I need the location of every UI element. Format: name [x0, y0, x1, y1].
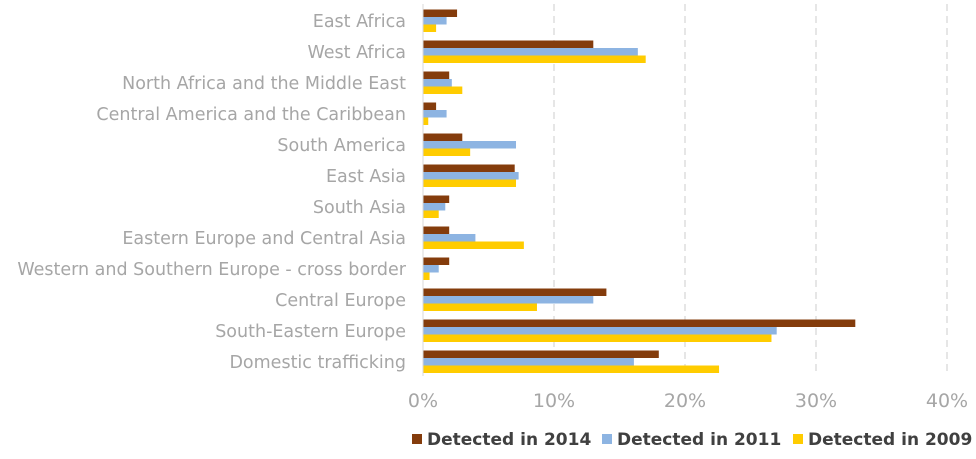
- category-labels: East Africa West Africa North Africa and t…: [17, 12, 406, 373]
- bar-east-africa-detected-in-2014: [423, 9, 458, 17]
- category-label: West Africa: [308, 43, 407, 63]
- legend-swatch-2: [793, 434, 803, 444]
- legend: Detected in 2014 Detected in 2011 Detected…: [412, 430, 972, 450]
- bar-domestic-trafficking-detected-in-2014: [423, 350, 659, 358]
- legend-swatch-1: [602, 434, 612, 444]
- bar-east-africa-detected-in-2011: [423, 17, 447, 25]
- bar-south-eastern-europe-detected-in-2014: [423, 319, 856, 327]
- bar-north-africa-and-the-middle-east-detected-in-2009: [423, 86, 463, 94]
- category-label: Central America and the Caribbean: [96, 105, 406, 125]
- bar-south-america-detected-in-2011: [423, 141, 517, 149]
- category-label: Domestic trafficking: [229, 353, 406, 373]
- category-label: South Asia: [313, 198, 406, 218]
- bar-eastern-europe-and-central-asia-detected-in-2009: [423, 241, 524, 249]
- bar-central-america-and-the-caribbean-detected-in-2009: [423, 117, 429, 125]
- category-label: East Africa: [313, 12, 406, 32]
- bar-western-and-southern-europe-cross-border-detected-in-2011: [423, 265, 439, 273]
- legend-label: Detected in 2011: [617, 430, 781, 450]
- category-label: Western and Southern Europe - cross bord…: [17, 260, 406, 280]
- category-label: South America: [277, 136, 406, 156]
- bar-west-africa-detected-in-2011: [423, 48, 638, 56]
- bar-east-africa-detected-in-2009: [423, 24, 437, 32]
- bar-south-america-detected-in-2009: [423, 148, 471, 156]
- category-label: North Africa and the Middle East: [122, 74, 406, 94]
- bar-western-and-southern-europe-cross-border-detected-in-2014: [423, 257, 450, 265]
- x-tick-label: 10%: [533, 390, 575, 412]
- bar-north-africa-and-the-middle-east-detected-in-2011: [423, 79, 452, 87]
- bar-west-africa-detected-in-2009: [423, 55, 646, 63]
- bar-eastern-europe-and-central-asia-detected-in-2011: [423, 234, 476, 242]
- gridlines: [553, 4, 948, 376]
- bar-south-asia-detected-in-2011: [423, 203, 446, 211]
- legend-label: Detected in 2014: [427, 430, 591, 450]
- bar-eastern-europe-and-central-asia-detected-in-2014: [423, 226, 450, 234]
- bar-west-africa-detected-in-2014: [423, 40, 594, 48]
- category-label: East Asia: [326, 167, 406, 187]
- x-tick-labels: 0% 10% 20% 30% 40%: [408, 390, 968, 412]
- bar-south-america-detected-in-2014: [423, 133, 463, 141]
- bar-north-africa-and-the-middle-east-detected-in-2014: [423, 71, 450, 79]
- bar-east-asia-detected-in-2011: [423, 172, 519, 180]
- bar-south-eastern-europe-detected-in-2009: [423, 334, 772, 342]
- x-tick-label: 0%: [408, 390, 438, 412]
- x-tick-label: 40%: [926, 390, 968, 412]
- bar-south-asia-detected-in-2009: [423, 210, 439, 218]
- bar-south-asia-detected-in-2014: [423, 195, 450, 203]
- bar-east-asia-detected-in-2014: [423, 164, 515, 172]
- bar-domestic-trafficking-detected-in-2011: [423, 358, 634, 366]
- category-label: Central Europe: [275, 291, 406, 311]
- bar-south-eastern-europe-detected-in-2011: [423, 327, 777, 335]
- bar-western-and-southern-europe-cross-border-detected-in-2009: [423, 272, 430, 280]
- x-tick-label: 30%: [795, 390, 837, 412]
- legend-label: Detected in 2009: [808, 430, 972, 450]
- bars: [423, 9, 856, 373]
- legend-swatch-0: [412, 434, 422, 444]
- bar-central-america-and-the-caribbean-detected-in-2014: [423, 102, 437, 110]
- bar-domestic-trafficking-detected-in-2009: [423, 365, 720, 373]
- x-tick-label: 20%: [664, 390, 706, 412]
- bar-central-europe-detected-in-2011: [423, 296, 594, 304]
- bar-central-america-and-the-caribbean-detected-in-2011: [423, 110, 447, 118]
- bar-east-asia-detected-in-2009: [423, 179, 517, 187]
- category-label: South-Eastern Europe: [215, 322, 406, 342]
- category-label: Eastern Europe and Central Asia: [122, 229, 406, 249]
- bar-central-europe-detected-in-2014: [423, 288, 607, 296]
- bar-central-europe-detected-in-2009: [423, 303, 537, 311]
